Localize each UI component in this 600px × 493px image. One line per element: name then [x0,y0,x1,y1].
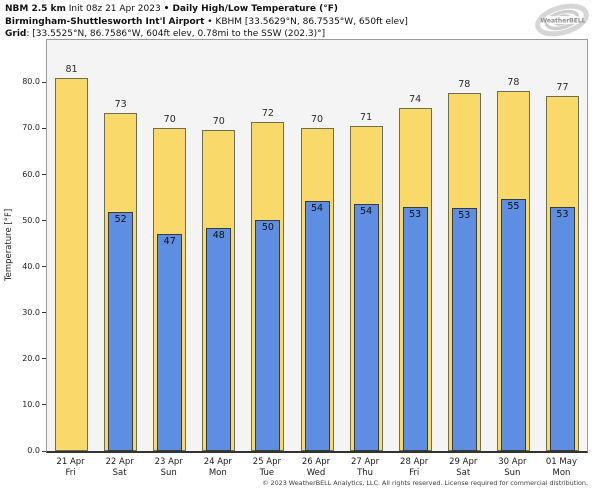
station-name: Birmingham-Shuttlesworth Int'l Airport [5,16,205,27]
x-tick-label: 21 Apr Fri [56,457,85,478]
high-value-label: 71 [360,111,373,123]
grid-coords: : [33.5525°N, 86.7586°W, 604ft elev, 0.7… [26,29,326,39]
x-tick-label: 26 Apr Wed [301,457,331,478]
low-value-label: 53 [458,209,471,221]
y-tick-label: 0.0 [27,446,40,455]
low-bar [402,206,428,451]
low-value-label: 53 [409,208,422,220]
x-tick-label: 27 Apr Thu [350,457,380,478]
low-value-label: 55 [507,201,520,213]
station-coords: • KBHM [33.5629°N, 86.7535°W, 650ft elev… [204,16,408,27]
low-bar [157,233,183,451]
high-value-label: 70 [212,116,225,128]
weatherbell-logo-text: WeatherBELL [540,18,585,25]
low-value-label: 48 [212,230,225,242]
plot-area: 81 73 52 70 47 70 48 72 50 70 54 71 54 74 53 78 53 78 55 77… [46,39,588,453]
y-tick-mark [42,127,46,129]
low-value-label: 47 [163,235,176,247]
init-time: Init 08z 21 Apr 2023 [65,4,164,14]
low-value-label: 52 [114,213,127,225]
model-name: NBM 2.5 km [5,4,66,14]
chart-header: NBM 2.5 km Init 08z 21 Apr 2023 • Daily … [5,3,408,41]
high-value-label: 77 [556,81,569,93]
copyright-notice: © 2023 WeatherBELL Analytics, LLC. All r… [262,479,588,487]
high-value-label: 72 [261,107,274,119]
y-tick-mark [42,358,46,360]
x-tick-label: 22 Apr Sat [105,457,134,478]
high-value-label: 81 [65,63,78,75]
x-tick-label: 24 Apr Mon [203,457,232,478]
low-bar [549,206,575,451]
low-bar [206,228,232,451]
x-tick-label: 25 Apr Tue [252,457,282,478]
y-tick-mark [42,266,46,268]
low-bar [255,220,281,451]
low-bar [451,207,477,451]
low-value-label: 50 [261,222,274,234]
high-value-label: 73 [114,99,127,111]
weatherbell-logo-icon: WeatherBELL [535,3,589,37]
high-value-label: 74 [409,94,422,106]
y-tick-mark [42,312,46,314]
high-value-label: 70 [163,113,176,125]
low-bar [500,199,526,451]
y-tick-mark [42,174,46,176]
y-tick-label: 20.0 [22,353,40,363]
x-tick-label: 23 Apr Sun [154,457,183,478]
x-tick-label: 30 Apr Sun [498,457,527,478]
low-value-label: 54 [360,206,373,218]
header-line-2: Birmingham-Shuttlesworth Int'l Airport •… [5,16,408,29]
y-tick-label: 70.0 [22,123,40,133]
y-tick-mark [42,450,46,452]
x-tick-label: 29 Apr Sat [449,457,478,478]
x-tick-label: 01 May Mon [545,457,577,478]
y-tick-mark [42,81,46,83]
low-bar [108,211,134,451]
y-tick-mark [42,220,46,222]
y-tick-label: 60.0 [22,169,40,179]
y-tick-label: 80.0 [22,77,40,87]
chart-title: • Daily High/Low Temperature (°F) [163,4,339,14]
y-tick-label: 50.0 [22,215,40,225]
x-tick-label: 28 Apr Fri [400,457,429,478]
y-tick-label: 30.0 [22,307,40,317]
y-tick-label: 40.0 [22,261,40,271]
high-bar [55,77,89,451]
low-bar [304,201,330,451]
high-value-label: 78 [507,76,520,88]
low-bar [353,204,379,451]
y-tick-mark [42,404,46,406]
low-value-label: 53 [556,208,569,220]
header-line-3: Grid: [33.5525°N, 86.7586°W, 604ft elev,… [5,28,408,41]
high-value-label: 78 [458,78,471,90]
header-line-1: NBM 2.5 km Init 08z 21 Apr 2023 • Daily … [5,3,408,16]
grid-label: Grid [5,29,27,39]
high-value-label: 70 [310,113,324,125]
y-tick-label: 10.0 [22,399,40,409]
low-value-label: 54 [310,203,324,215]
